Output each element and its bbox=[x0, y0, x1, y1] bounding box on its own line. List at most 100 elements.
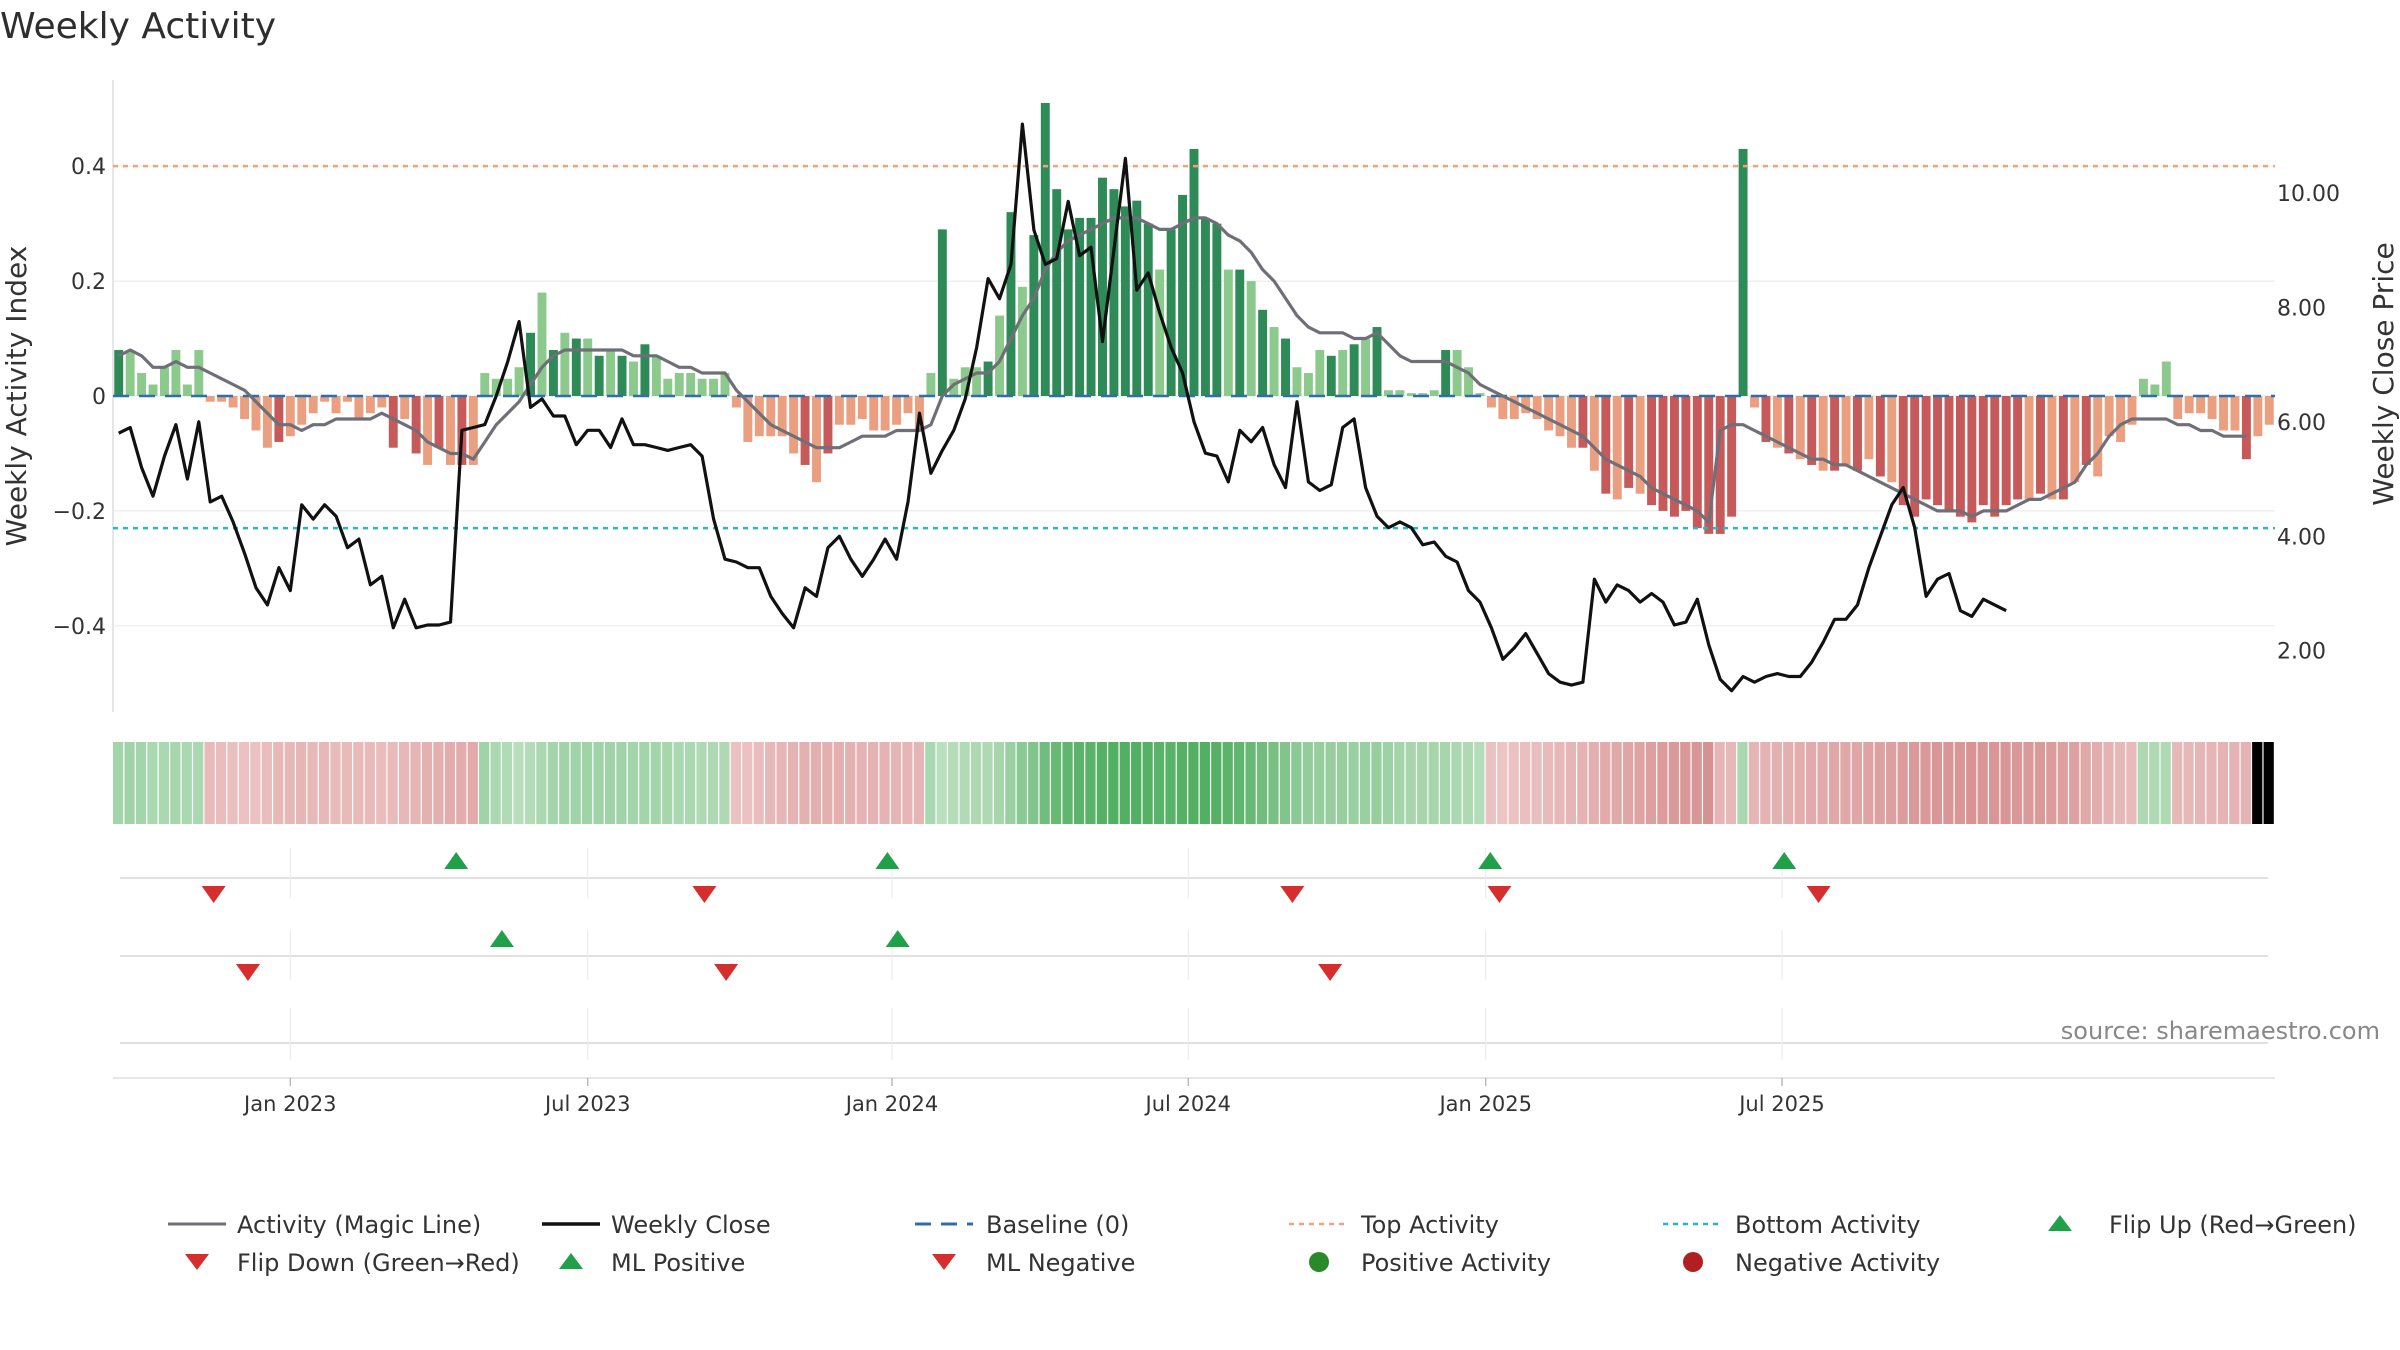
activity-bar bbox=[1818, 396, 1828, 471]
heat-cell bbox=[2263, 742, 2274, 824]
heat-cell bbox=[1336, 742, 1348, 824]
legend-top-activity: Top Activity bbox=[1360, 1211, 1499, 1239]
heat-cell bbox=[421, 742, 433, 824]
activity-bar bbox=[1006, 212, 1016, 396]
activity-bar bbox=[1166, 229, 1176, 396]
activity-bar bbox=[1120, 206, 1130, 396]
activity-bar bbox=[983, 361, 993, 396]
activity-bar bbox=[709, 378, 719, 396]
flip-down-marker bbox=[1806, 886, 1831, 903]
activity-bar bbox=[777, 396, 787, 437]
activity-bar bbox=[1589, 396, 1599, 471]
activity-bar bbox=[583, 338, 593, 396]
x-tick-label: Jan 2023 bbox=[242, 1092, 337, 1116]
activity-bar bbox=[2081, 396, 2091, 465]
activity-bar bbox=[228, 396, 238, 408]
heat-cell bbox=[1302, 742, 1313, 824]
activity-bar bbox=[1029, 235, 1039, 396]
heat-cell bbox=[627, 742, 639, 824]
heat-cell bbox=[227, 742, 238, 824]
activity-bar bbox=[1887, 396, 1897, 483]
heat-cell bbox=[787, 742, 799, 824]
heat-cell bbox=[1691, 742, 1702, 824]
heat-cell bbox=[662, 742, 673, 824]
heat-cell bbox=[318, 742, 330, 824]
activity-bar bbox=[812, 396, 821, 483]
legend: Activity (Magic Line) Weekly Close Basel… bbox=[168, 1211, 2357, 1277]
heat-cell bbox=[353, 742, 364, 824]
heat-cell bbox=[1851, 742, 1862, 824]
activity-bar bbox=[1955, 396, 1965, 517]
activity-bar bbox=[869, 396, 879, 431]
heat-cell bbox=[765, 742, 776, 824]
activity-bar bbox=[2138, 378, 2148, 396]
heat-cell bbox=[1108, 742, 1119, 824]
heat-cell bbox=[570, 742, 581, 824]
legend-negative-activity: Negative Activity bbox=[1735, 1249, 1940, 1277]
activity-bar bbox=[674, 373, 684, 396]
activity-bar bbox=[1418, 393, 1428, 396]
ml-negative-marker bbox=[714, 964, 739, 981]
heat-cell bbox=[1359, 742, 1371, 824]
heat-cell bbox=[1371, 742, 1382, 824]
heat-cell bbox=[1703, 742, 1714, 824]
activity-bar bbox=[2070, 396, 2080, 483]
activity-bar bbox=[2173, 396, 2183, 419]
heat-cell bbox=[376, 742, 387, 824]
flip-down-marker bbox=[692, 886, 717, 903]
heat-cell bbox=[1931, 742, 1943, 824]
heat-cell bbox=[501, 742, 513, 824]
chart-title: Weekly Activity bbox=[0, 6, 276, 47]
activity-bar bbox=[1303, 373, 1313, 396]
heat-cell bbox=[1016, 742, 1027, 824]
heat-cell bbox=[1622, 742, 1634, 824]
activity-bar bbox=[2058, 396, 2068, 500]
activity-bar bbox=[857, 396, 867, 419]
heat-cell bbox=[1439, 742, 1451, 824]
activity-bar bbox=[148, 384, 158, 396]
heat-cell bbox=[1600, 742, 1611, 824]
heat-cell bbox=[1405, 742, 1416, 824]
activity-bar bbox=[594, 355, 604, 396]
activity-bar bbox=[1944, 396, 1954, 511]
heat-cell bbox=[1268, 742, 1279, 824]
x-tick-label: Jan 2025 bbox=[1437, 1092, 1532, 1116]
heat-cell bbox=[296, 742, 307, 824]
activity-bar bbox=[320, 396, 330, 402]
activity-bar bbox=[2013, 396, 2023, 500]
activity-bar bbox=[1395, 390, 1405, 396]
legend-flip-down: Flip Down (Green→Red) bbox=[237, 1249, 520, 1277]
heat-cell bbox=[364, 742, 375, 824]
heat-cell bbox=[2183, 742, 2194, 824]
heat-cell bbox=[1645, 742, 1657, 824]
activity-bar bbox=[1921, 396, 1931, 500]
heat-cell bbox=[261, 742, 272, 824]
activity-bar bbox=[926, 373, 936, 396]
heat-cell bbox=[1520, 742, 1531, 824]
activity-bar bbox=[125, 350, 135, 396]
activity-bar bbox=[663, 378, 673, 396]
activity-bar bbox=[800, 396, 810, 465]
activity-bar bbox=[354, 396, 364, 419]
activity-bar bbox=[480, 373, 490, 396]
heat-cell bbox=[1760, 742, 1771, 824]
activity-bar bbox=[1429, 390, 1439, 396]
heat-cell bbox=[1508, 742, 1519, 824]
activity-bar bbox=[1235, 269, 1245, 396]
heat-cell bbox=[1794, 742, 1805, 824]
heat-cell bbox=[1828, 742, 1840, 824]
activity-bar bbox=[1567, 396, 1576, 448]
legend-flip-up-icon bbox=[2048, 1215, 2072, 1231]
activity-bar bbox=[1109, 189, 1119, 396]
activity-bar bbox=[514, 367, 524, 396]
flip-up-marker bbox=[1772, 852, 1797, 869]
heat-cell bbox=[1485, 742, 1496, 824]
heat-cell bbox=[684, 742, 696, 824]
activity-bar bbox=[2047, 396, 2057, 500]
right-tick-label: 6.00 bbox=[2277, 411, 2326, 436]
ml-negative-marker bbox=[235, 964, 260, 981]
heat-cell bbox=[867, 742, 879, 824]
heat-cell bbox=[1943, 742, 1954, 824]
heat-cell bbox=[559, 742, 570, 824]
activity-bar bbox=[331, 396, 341, 414]
